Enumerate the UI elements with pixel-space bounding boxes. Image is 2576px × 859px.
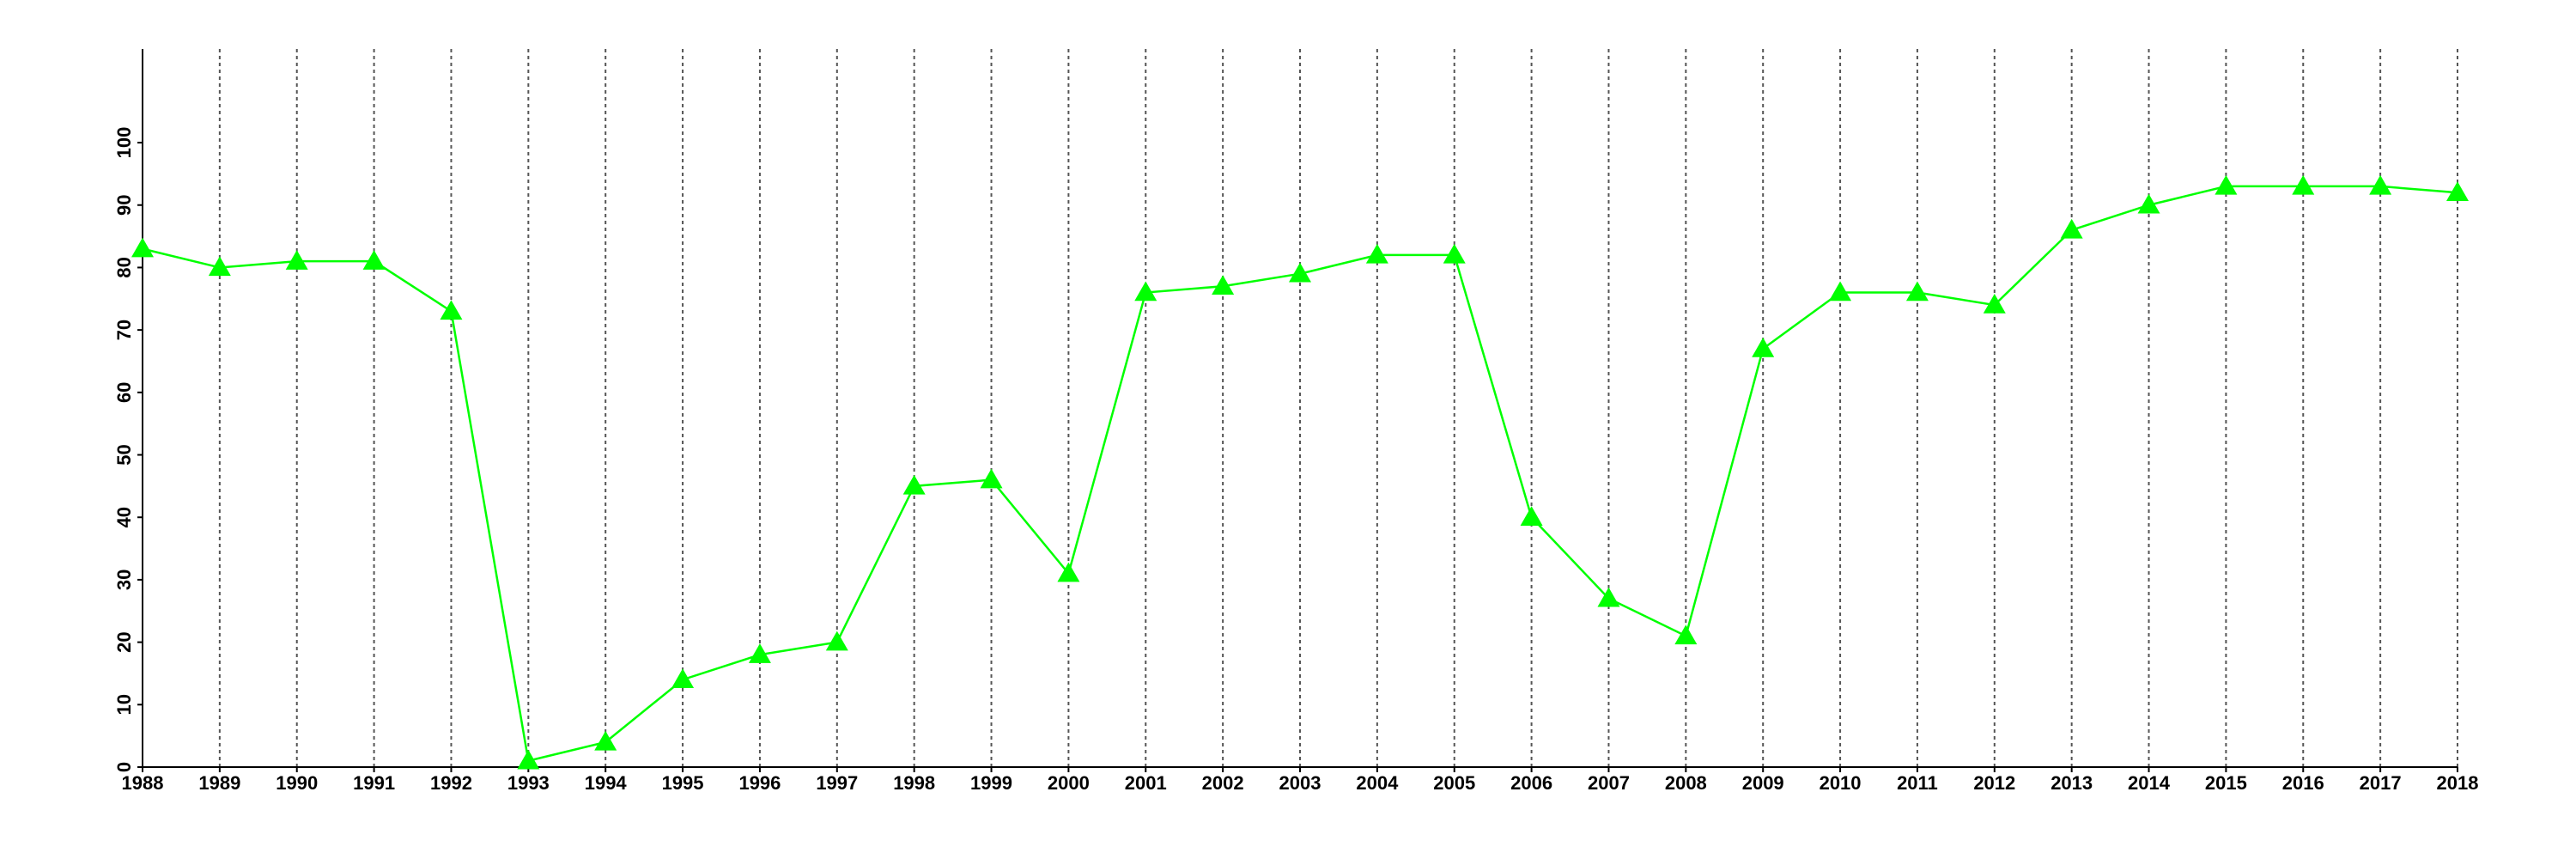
x-tick-label: 2011 (1897, 772, 1938, 794)
x-tick-label: 2007 (1588, 772, 1630, 794)
y-tick-label: 30 (113, 570, 135, 590)
marker (1674, 624, 1698, 645)
x-tick-label: 2014 (2128, 772, 2171, 794)
x-tick-label: 1989 (198, 772, 240, 794)
x-tick-label: 2015 (2205, 772, 2247, 794)
x-tick-label: 2010 (1820, 772, 1862, 794)
marker (1983, 294, 2006, 314)
marker (440, 300, 463, 320)
x-tick-label: 1992 (430, 772, 472, 794)
x-tick-label: 2002 (1202, 772, 1244, 794)
y-tick-label: 0 (113, 762, 135, 772)
marker (671, 668, 695, 688)
marker (131, 237, 154, 258)
x-tick-label: 1997 (816, 772, 858, 794)
marker (517, 749, 540, 770)
marker (1597, 587, 1620, 607)
marker (1752, 337, 1775, 357)
y-tick-label: 90 (113, 194, 135, 215)
x-tick-label: 2012 (1973, 772, 2015, 794)
x-tick-label: 1988 (122, 772, 164, 794)
x-tick-label: 2001 (1125, 772, 1167, 794)
x-tick-label: 2000 (1048, 772, 1090, 794)
x-tick-label: 1990 (276, 772, 318, 794)
marker (748, 643, 771, 663)
marker (1365, 243, 1388, 264)
marker (1443, 243, 1466, 264)
marker (2215, 174, 2238, 195)
marker (1289, 262, 1311, 283)
marker (902, 474, 926, 495)
y-tick-label: 50 (113, 444, 135, 465)
marker (2137, 193, 2160, 214)
y-tick-label: 100 (113, 127, 135, 159)
y-tick-label: 70 (113, 320, 135, 340)
x-tick-label: 1999 (970, 772, 1012, 794)
marker (1134, 281, 1157, 302)
x-tick-label: 2004 (1356, 772, 1399, 794)
x-tick-label: 2003 (1279, 772, 1321, 794)
x-tick-label: 1993 (507, 772, 550, 794)
marker (825, 631, 848, 651)
marker (1057, 562, 1080, 582)
x-tick-label: 2005 (1433, 772, 1475, 794)
x-tick-label: 1995 (662, 772, 704, 794)
x-tick-label: 2017 (2360, 772, 2402, 794)
y-tick-label: 10 (113, 694, 135, 715)
marker (980, 468, 1003, 489)
marker (362, 250, 386, 270)
y-tick-label: 80 (113, 257, 135, 277)
x-tick-label: 2016 (2282, 772, 2324, 794)
x-tick-label: 2008 (1665, 772, 1707, 794)
marker (285, 250, 308, 270)
marker (594, 730, 617, 751)
x-tick-label: 2018 (2437, 772, 2479, 794)
x-tick-label: 2013 (2050, 772, 2093, 794)
y-tick-label: 60 (113, 382, 135, 403)
marker (1829, 281, 1852, 302)
x-tick-label: 1998 (893, 772, 935, 794)
x-tick-label: 1994 (585, 772, 628, 794)
x-tick-label: 2009 (1742, 772, 1784, 794)
marker (1905, 281, 1929, 302)
marker (1212, 275, 1235, 295)
marker (2446, 181, 2469, 201)
marker (2060, 218, 2083, 239)
x-tick-label: 1991 (353, 772, 395, 794)
y-tick-label: 40 (113, 507, 135, 527)
marker (2292, 174, 2315, 195)
marker (2369, 174, 2392, 195)
x-tick-label: 2006 (1510, 772, 1552, 794)
marker (1520, 506, 1543, 526)
marker (208, 256, 231, 277)
y-tick-label: 20 (113, 631, 135, 652)
x-tick-label: 1996 (738, 772, 781, 794)
